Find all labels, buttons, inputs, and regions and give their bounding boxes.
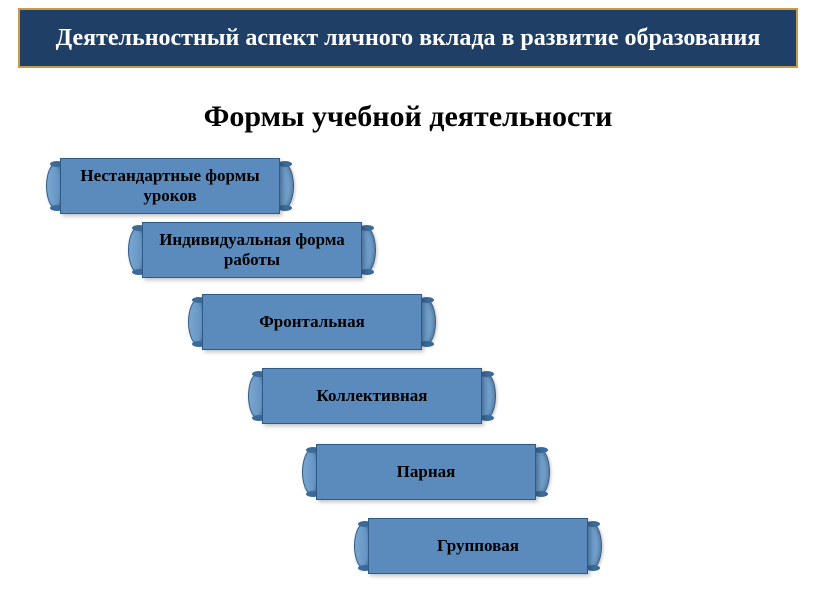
scroll-label: Групповая [368,518,588,574]
header-banner: Деятельностный аспект личного вклада в р… [18,8,798,68]
scroll-item: Индивидуальная форма работы [128,222,376,278]
scroll-label: Индивидуальная форма работы [142,222,362,278]
scroll-item: Нестандартные формы уроков [46,158,294,214]
subtitle: Формы учебной деятельности [0,100,816,134]
scroll-item: Фронтальная [188,294,436,350]
scroll-label: Коллективная [262,368,482,424]
scroll-item: Коллективная [248,368,496,424]
scroll-label: Нестандартные формы уроков [60,158,280,214]
scroll-item: Парная [302,444,550,500]
scroll-label: Парная [316,444,536,500]
scroll-item: Групповая [354,518,602,574]
scroll-label: Фронтальная [202,294,422,350]
